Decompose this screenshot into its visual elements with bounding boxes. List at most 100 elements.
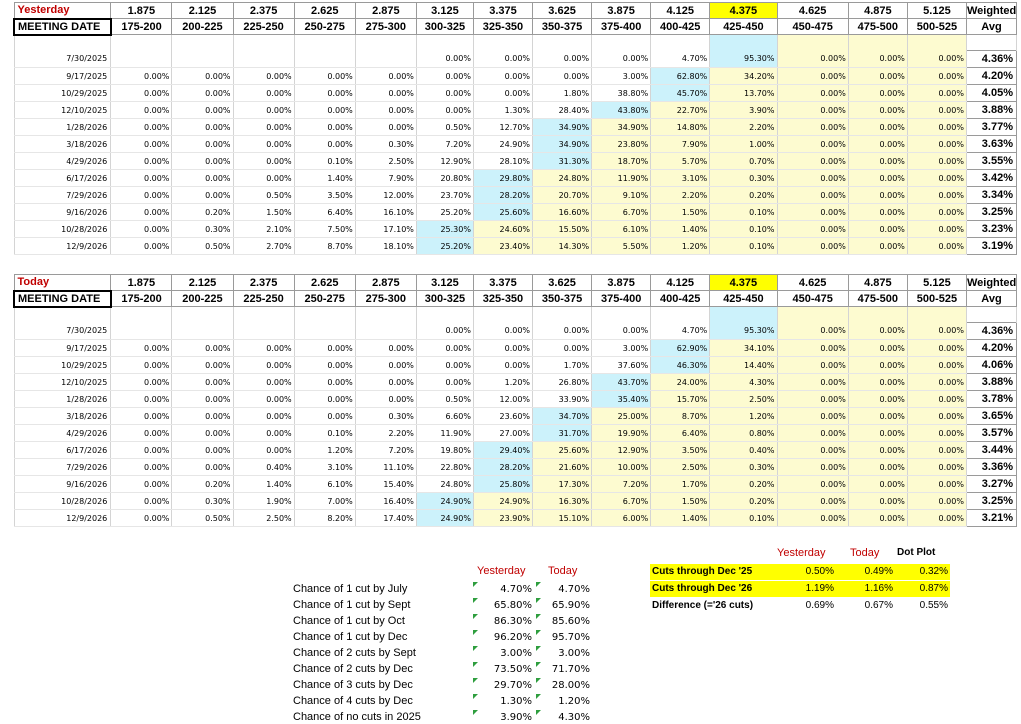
probability-label: Chance of 4 cuts by Dec [293,695,413,707]
probability-cell: 0.00% [776,67,849,85]
header-mid-row: Today 1.875 2.125 2.375 2.625 2.875 3.125 3.375… [13,274,1018,291]
probability-cell: 0.00% [232,356,295,374]
probability-cell: 2.10% [232,220,295,238]
probability-cell: 0.00% [171,339,234,357]
probability-cell: 23.40% [472,237,534,255]
cell-note-icon [536,646,541,651]
probability-cell: 34.90% [532,118,593,136]
weighted-avg: 3.63% [965,135,1018,153]
probability-cell: 0.00% [354,390,417,408]
probability-cell: 0.70% [709,152,778,170]
probability-cell: 11.90% [415,424,474,442]
probability-cell: 0.00% [847,135,908,153]
probability-cell: 7.20% [354,441,417,459]
cuts-today-value: 1.16% [864,583,893,594]
probability-cell: 0.40% [709,441,778,459]
meeting-date: 12/9/2026 [13,509,112,527]
probability-cell: 0.00% [110,135,173,153]
cuts-yesterday-value: 0.69% [805,600,834,611]
cell-note-icon [473,678,478,683]
probability-cell [354,322,417,340]
header-range-row: MEETING DATE 175-200 200-225 225-250 250-275… [13,289,1018,308]
probability-cell: 16.60% [532,203,593,221]
probability-cell: 0.00% [906,373,967,391]
probability-cell: 33.90% [532,390,593,408]
probability-cell: 62.80% [650,67,711,85]
probability-cell: 0.00% [110,237,173,255]
weighted-avg: 3.42% [965,169,1018,187]
cell-note-icon [473,582,478,587]
probability-cell: 0.00% [110,152,173,170]
weighted-header: Weighted [965,2,1018,19]
probability-yesterday: 73.50% [493,664,532,675]
cell-note-icon [473,598,478,603]
probability-today: 28.00% [551,680,590,691]
probability-cell: 0.00% [171,152,234,170]
rate-mid-header: 4.625 [776,2,849,19]
table-row: 7/30/2025 0.00% 0.00% 0.00% 0.00% 4.70% 95.30%… [13,322,1018,340]
probability-cell: 0.00% [415,322,474,340]
probability-cell: 0.00% [293,84,356,102]
cell-note-icon [473,694,478,699]
rate-mid-header: 3.875 [591,274,652,291]
cell-note-icon [536,598,541,603]
probability-cell: 0.00% [171,135,234,153]
probability-yesterday: 29.70% [493,680,532,691]
probability-cell: 0.10% [293,152,356,170]
probability-cell: 1.20% [472,373,534,391]
probability-cell: 11.10% [354,458,417,476]
probability-yesterday: 96.20% [493,632,532,643]
probability-cell: 0.00% [847,118,908,136]
rate-mid-header: 2.625 [293,2,356,19]
probability-cell: 1.20% [709,407,778,425]
probability-cell: 0.00% [171,101,234,119]
rate-range-header: 175-200 [110,18,173,35]
probability-cell: 0.00% [847,169,908,187]
probability-cell: 0.10% [709,237,778,255]
probability-label: Chance of 2 cuts by Dec [293,663,413,675]
probability-cell: 28.10% [472,152,534,170]
probability-cell: 0.00% [232,118,295,136]
probability-cell: 23.70% [415,186,474,204]
meeting-date: 3/18/2026 [13,135,112,153]
probability-cell: 24.90% [415,492,474,510]
probability-cell: 0.00% [415,356,474,374]
probability-cell: 0.00% [415,67,474,85]
probability-cell: 0.00% [906,203,967,221]
probability-cell: 0.00% [906,50,967,68]
table-row: 12/10/2025 0.00% 0.00% 0.00% 0.00% 0.00% 0.00%… [13,373,1018,391]
probability-cell: 37.60% [591,356,652,374]
cuts-dotplot-value: 0.55% [919,600,948,611]
meeting-date: 4/29/2026 [13,152,112,170]
probability-cell: 0.00% [472,322,534,340]
probability-cell: 0.00% [776,475,849,493]
cuts-row-bg [650,581,950,597]
probability-cell: 0.00% [171,356,234,374]
table-row: 3/18/2026 0.00% 0.00% 0.00% 0.00% 0.30% 7.20% 2… [13,135,1018,153]
probability-cell: 0.00% [847,373,908,391]
probability-cell: 0.00% [776,390,849,408]
probability-cell: 0.00% [776,458,849,476]
probability-cell: 7.00% [293,492,356,510]
probability-cell: 0.00% [171,458,234,476]
cuts-today-header: Today [850,547,880,559]
probability-cell: 0.00% [776,441,849,459]
cell-note-icon [536,630,541,635]
table-row: 10/29/2025 0.00% 0.00% 0.00% 0.00% 0.00% 0.00%… [13,84,1018,102]
probability-cell: 14.30% [532,237,593,255]
probability-cell: 0.00% [171,407,234,425]
table-row: 3/18/2026 0.00% 0.00% 0.00% 0.00% 0.30% 6.60% 2… [13,407,1018,425]
rate-range-header: 175-200 [110,290,173,307]
probability-cell: 0.00% [354,339,417,357]
probability-label: Chance of 1 cut by Sept [293,599,411,611]
meeting-date: 9/16/2026 [13,203,112,221]
probability-cell: 23.90% [472,509,534,527]
probability-cell: 6.10% [591,220,652,238]
probability-cell: 0.00% [906,407,967,425]
probability-cell: 0.00% [354,356,417,374]
probability-cell: 0.00% [591,322,652,340]
rate-range-header: 275-300 [354,290,417,307]
probability-cell: 0.00% [776,84,849,102]
probability-cell: 0.00% [171,67,234,85]
probability-cell: 25.80% [472,475,534,493]
